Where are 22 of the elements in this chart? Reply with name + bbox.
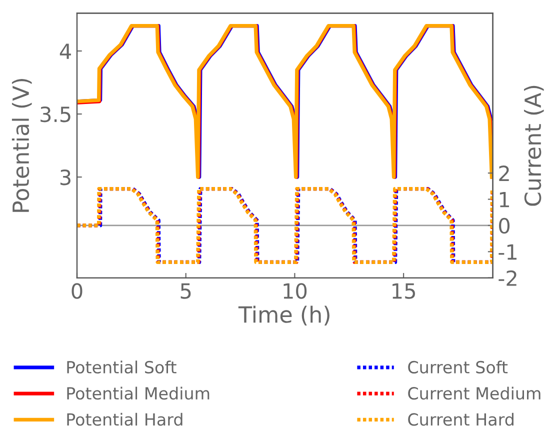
line-series: [77, 24, 493, 179]
y-tick-label: 4: [60, 44, 71, 59]
y2-tick-label: -2: [498, 270, 516, 286]
x-axis-title: Time (h): [238, 306, 330, 326]
y-axis-title: Potential (V): [12, 78, 32, 212]
y2-tick-label: 2: [499, 166, 509, 181]
y2-tick-label: -1: [498, 244, 517, 260]
legend-label: Potential Hard: [67, 412, 182, 426]
y2-tick-label: 1: [500, 192, 509, 208]
y2-axis-title: Current (A): [524, 86, 544, 206]
y-tick-label: 3: [60, 169, 70, 186]
x-tick-label: 0: [72, 283, 82, 299]
legend-label: Current Hard: [408, 412, 514, 426]
legend-label: Current Medium: [408, 386, 540, 400]
x-tick-label: 5: [180, 283, 191, 299]
y-tick-label: 3.5: [40, 106, 70, 122]
legend-label: Potential Medium: [67, 386, 210, 400]
x-tick-label: 10: [284, 283, 307, 299]
y2-tick-label: 0: [499, 218, 510, 234]
legend-label: Current Soft: [408, 360, 508, 374]
legend-label: Potential Soft: [67, 360, 176, 374]
x-tick-label: 15: [392, 283, 415, 299]
